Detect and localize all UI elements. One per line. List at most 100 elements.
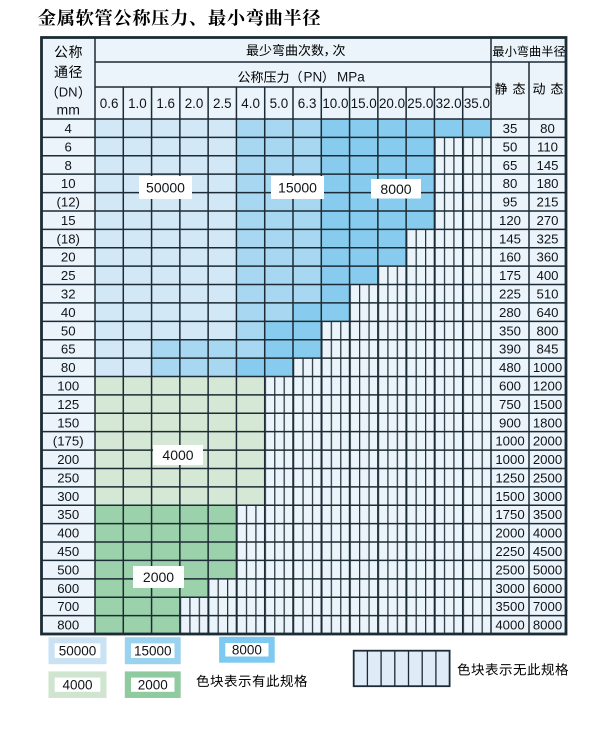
svg-text:8000: 8000 bbox=[232, 643, 262, 658]
svg-text:225: 225 bbox=[499, 287, 521, 302]
svg-text:280: 280 bbox=[499, 305, 521, 320]
svg-text:1750: 1750 bbox=[495, 507, 524, 522]
svg-text:510: 510 bbox=[536, 287, 558, 302]
svg-text:80: 80 bbox=[503, 176, 518, 191]
svg-text:2250: 2250 bbox=[495, 544, 524, 559]
svg-text:4000: 4000 bbox=[495, 618, 524, 633]
svg-text:270: 270 bbox=[536, 213, 558, 228]
svg-text:10.0: 10.0 bbox=[322, 96, 348, 111]
svg-text:400: 400 bbox=[536, 268, 558, 283]
svg-text:120: 120 bbox=[499, 213, 521, 228]
svg-text:PN: PN bbox=[304, 69, 323, 84]
svg-text:145: 145 bbox=[536, 158, 558, 173]
svg-text:2000: 2000 bbox=[138, 678, 168, 693]
svg-text:4.0: 4.0 bbox=[241, 96, 260, 111]
svg-text:1.0: 1.0 bbox=[128, 96, 147, 111]
svg-text:6000: 6000 bbox=[533, 581, 562, 596]
svg-text:480: 480 bbox=[499, 360, 521, 375]
svg-text:15.0: 15.0 bbox=[351, 96, 377, 111]
svg-text:215: 215 bbox=[536, 195, 558, 210]
svg-text:4000: 4000 bbox=[533, 526, 562, 541]
svg-text:1500: 1500 bbox=[495, 489, 524, 504]
svg-text:450: 450 bbox=[57, 544, 79, 559]
svg-text:750: 750 bbox=[499, 397, 521, 412]
svg-text:1000: 1000 bbox=[533, 360, 562, 375]
svg-text:1000: 1000 bbox=[495, 452, 524, 467]
svg-text:15000: 15000 bbox=[134, 644, 172, 659]
svg-text:300: 300 bbox=[57, 489, 79, 504]
svg-text:125: 125 bbox=[57, 397, 79, 412]
svg-text:mm: mm bbox=[57, 102, 80, 118]
svg-text:150: 150 bbox=[57, 415, 79, 430]
svg-text:2.0: 2.0 bbox=[185, 96, 204, 111]
svg-text:7000: 7000 bbox=[533, 599, 562, 614]
svg-text:175: 175 bbox=[499, 268, 521, 283]
svg-text:(175): (175) bbox=[53, 434, 84, 449]
svg-text:800: 800 bbox=[57, 618, 79, 633]
svg-text:6: 6 bbox=[65, 139, 72, 154]
svg-text:2.5: 2.5 bbox=[213, 96, 232, 111]
svg-text:845: 845 bbox=[536, 342, 558, 357]
svg-text:(12): (12) bbox=[56, 195, 79, 210]
svg-text:180: 180 bbox=[536, 176, 558, 191]
svg-text:1.6: 1.6 bbox=[156, 96, 175, 111]
svg-text:1200: 1200 bbox=[533, 379, 562, 394]
svg-text:1500: 1500 bbox=[533, 397, 562, 412]
svg-text:3500: 3500 bbox=[533, 507, 562, 522]
svg-text:8: 8 bbox=[65, 158, 72, 173]
svg-text:35.0: 35.0 bbox=[464, 96, 490, 111]
svg-text:50000: 50000 bbox=[146, 180, 185, 196]
svg-text:65: 65 bbox=[503, 158, 518, 173]
svg-text:2000: 2000 bbox=[533, 434, 562, 449]
svg-text:8000: 8000 bbox=[533, 618, 562, 633]
svg-text:350: 350 bbox=[499, 323, 521, 338]
svg-text:10: 10 bbox=[61, 176, 76, 191]
svg-text:1800: 1800 bbox=[533, 415, 562, 430]
svg-text:50: 50 bbox=[503, 139, 518, 154]
svg-text:3000: 3000 bbox=[495, 581, 524, 596]
svg-text:800: 800 bbox=[536, 323, 558, 338]
svg-text:2000: 2000 bbox=[495, 526, 524, 541]
svg-text:20.0: 20.0 bbox=[379, 96, 405, 111]
svg-text:360: 360 bbox=[536, 250, 558, 265]
svg-text:3500: 3500 bbox=[495, 599, 524, 614]
svg-text:40: 40 bbox=[61, 305, 76, 320]
svg-text:0.6: 0.6 bbox=[100, 96, 119, 111]
svg-text:20: 20 bbox=[61, 250, 76, 265]
svg-text:1250: 1250 bbox=[495, 471, 524, 486]
svg-text:(18): (18) bbox=[56, 231, 79, 246]
svg-text:200: 200 bbox=[57, 452, 79, 467]
svg-text:600: 600 bbox=[57, 581, 79, 596]
svg-text:350: 350 bbox=[57, 507, 79, 522]
svg-text:5000: 5000 bbox=[533, 562, 562, 577]
svg-text:80: 80 bbox=[540, 121, 555, 136]
svg-text:900: 900 bbox=[499, 415, 521, 430]
svg-text:145: 145 bbox=[499, 231, 521, 246]
svg-text:325: 325 bbox=[536, 231, 558, 246]
svg-text:700: 700 bbox=[57, 599, 79, 614]
svg-text:250: 250 bbox=[57, 471, 79, 486]
svg-text:4000: 4000 bbox=[62, 678, 92, 693]
svg-text:6.3: 6.3 bbox=[298, 96, 317, 111]
svg-text:400: 400 bbox=[57, 526, 79, 541]
svg-text:80: 80 bbox=[61, 360, 76, 375]
svg-text:2000: 2000 bbox=[143, 569, 174, 585]
svg-text:4000: 4000 bbox=[162, 447, 193, 463]
svg-text:100: 100 bbox=[57, 379, 79, 394]
svg-text:4500: 4500 bbox=[533, 544, 562, 559]
svg-text:8000: 8000 bbox=[380, 181, 411, 197]
svg-text:160: 160 bbox=[499, 250, 521, 265]
svg-text:390: 390 bbox=[499, 342, 521, 357]
svg-text:50: 50 bbox=[61, 323, 76, 338]
svg-text:DN: DN bbox=[59, 85, 78, 100]
svg-text:35: 35 bbox=[503, 121, 518, 136]
svg-text:600: 600 bbox=[499, 379, 521, 394]
svg-text:32: 32 bbox=[61, 287, 76, 302]
svg-text:25: 25 bbox=[61, 268, 76, 283]
svg-text:32.0: 32.0 bbox=[436, 96, 462, 111]
svg-text:50000: 50000 bbox=[59, 644, 97, 659]
svg-text:2500: 2500 bbox=[495, 562, 524, 577]
svg-text:MPa: MPa bbox=[337, 69, 365, 84]
svg-text:5.0: 5.0 bbox=[270, 96, 289, 111]
svg-text:640: 640 bbox=[536, 305, 558, 320]
